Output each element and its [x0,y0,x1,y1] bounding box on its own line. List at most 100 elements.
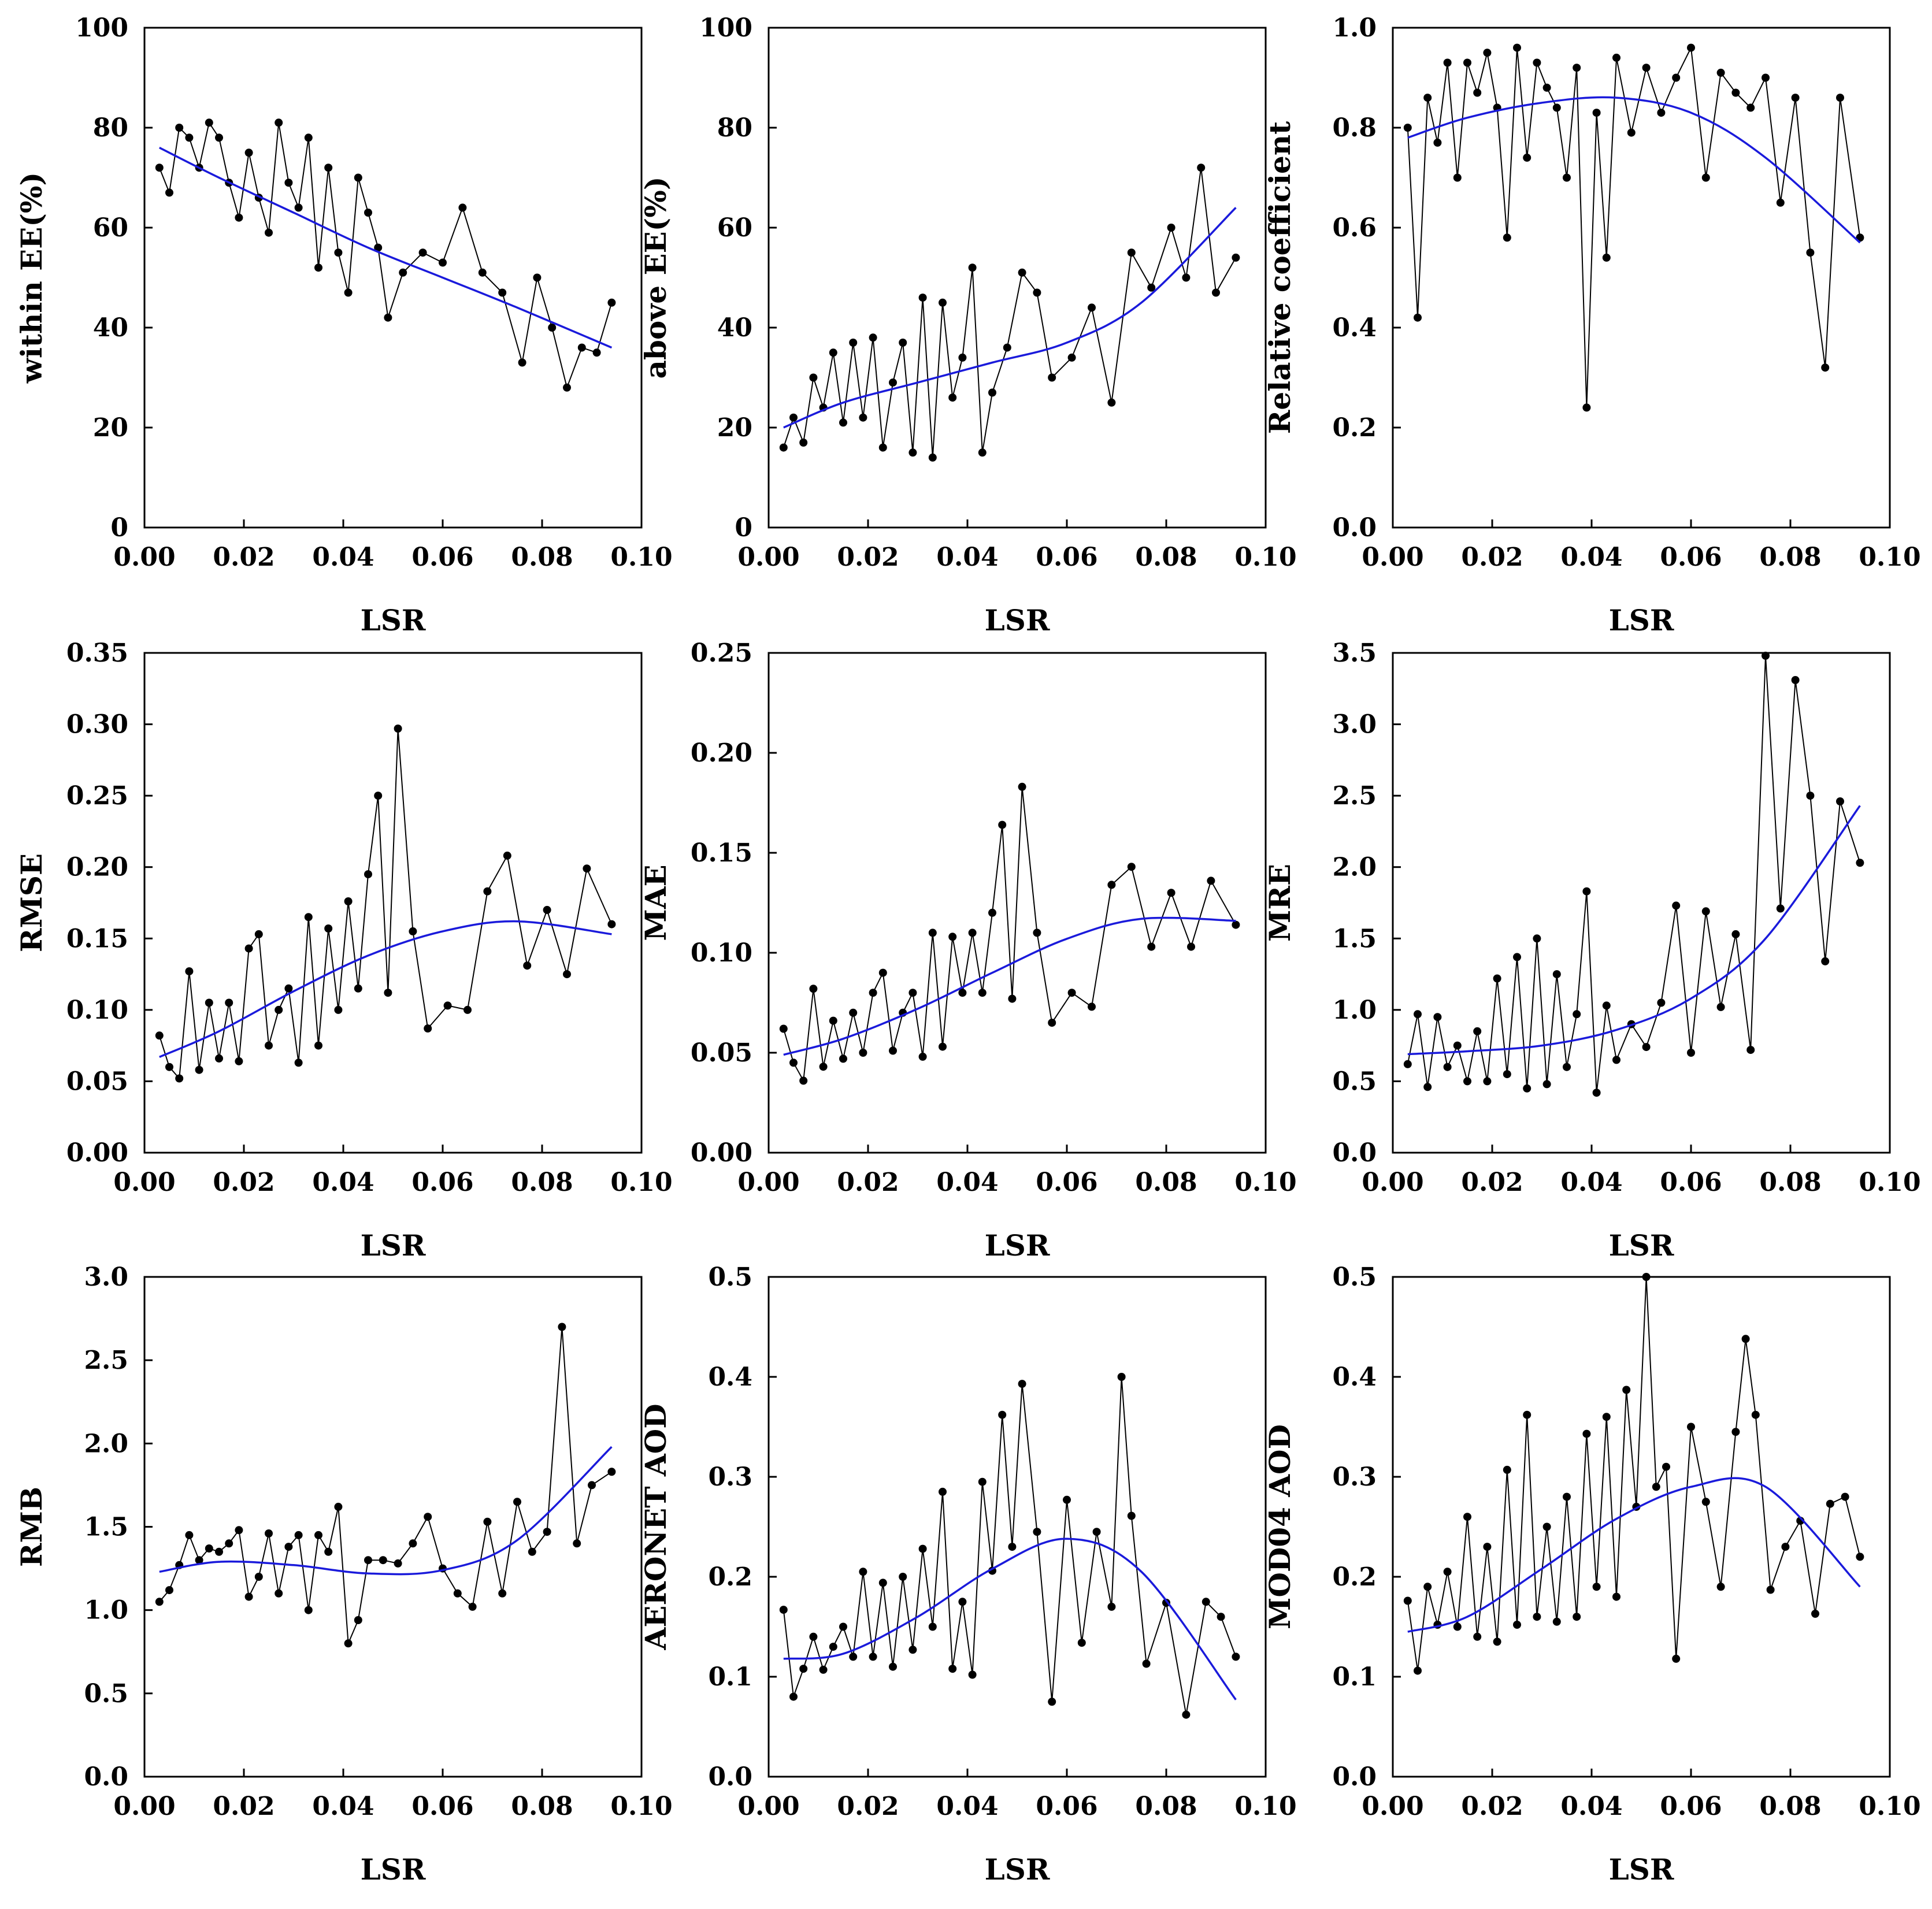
data-point [225,998,233,1007]
data-point [244,148,253,157]
data-point [1147,942,1156,951]
x-tick-label: 0.08 [1759,543,1821,572]
data-point [577,343,586,352]
data-point [379,1556,387,1565]
data-point [1582,887,1591,896]
data-point [533,273,542,282]
data-point [1662,1462,1670,1471]
x-tick-label: 0.08 [1759,1168,1821,1197]
data-point [1642,1273,1651,1281]
data-point [939,1042,947,1051]
plot-frame [143,27,643,529]
chart-panel-2: 0.00 0.02 0.04 0.06 0.08 0.10 0 20 40 60 80 100 LSR a… [639,13,1297,637]
data-point [324,924,333,933]
x-tick-label: 0.10 [1859,1792,1920,1821]
y-tick-label: 60 [93,213,128,243]
data-point [1563,173,1571,182]
x-tick-label: 0.08 [1135,1168,1197,1197]
data-point [1826,1499,1834,1508]
data-point [284,984,293,993]
data-point [1414,313,1422,322]
fit-curve [1407,1477,1861,1633]
data-point [1657,998,1666,1007]
x-axis-label: LSR [361,603,426,637]
data-point [1092,1528,1101,1536]
data-point [165,188,173,197]
data-point [1523,153,1531,162]
data-point [1403,1596,1412,1605]
data-point [1856,1553,1864,1561]
data-point [1088,1002,1096,1011]
data-point [1033,1528,1041,1536]
data-point [968,928,977,937]
data-point [235,1526,243,1535]
data-point [869,1652,877,1661]
data-point [244,1592,253,1601]
data-point [1751,1410,1760,1419]
data-point [978,448,987,457]
x-axis-label: LSR [985,1228,1050,1262]
y-tick-label: 0 [110,513,128,543]
x-tick-label: 0.10 [610,1792,672,1821]
data-point [195,1065,203,1074]
y-tick-label: 1.0 [1332,13,1377,43]
x-tick-label: 0.08 [1135,1792,1197,1821]
data-point [1423,1083,1432,1091]
data-point [607,920,616,928]
data-point [1563,1063,1571,1071]
y-tick-label: 0.4 [1332,313,1377,343]
data-point [849,339,858,347]
y-tick-label: 1.0 [84,1596,128,1625]
data-point [799,1665,808,1673]
data-point [304,133,313,142]
data-point [1048,373,1056,382]
data-point [225,1539,233,1548]
data-point [1107,1602,1116,1611]
data-point [918,1544,927,1553]
y-tick-label: 0.8 [1332,113,1377,143]
data-point [988,908,996,917]
y-tick-label: 0.3 [1332,1462,1377,1492]
data-point [1533,934,1541,943]
fit-curve [1407,96,1861,244]
data-point [1473,1027,1482,1035]
x-tick-label: 0.00 [737,1792,799,1821]
data-point [1067,989,1076,997]
y-tick-label: 0.35 [66,638,128,668]
data-point [1048,1698,1056,1706]
data-point [1232,1652,1240,1661]
data-point [607,1468,616,1476]
x-tick-label: 0.04 [312,543,374,572]
data-point [294,203,303,212]
data-point [1836,797,1844,805]
data-point [1766,1585,1775,1594]
fit-curve [783,916,1236,1056]
data-point [878,443,887,452]
x-tick-label: 0.02 [213,543,275,572]
x-tick-label: 0.02 [1461,1792,1523,1821]
data-point [928,928,937,937]
data-point [607,298,616,307]
data-point [1018,268,1026,277]
x-tick-label: 0.06 [411,1792,473,1821]
x-tick-label: 0.06 [411,1168,473,1197]
data-point [1687,1049,1695,1057]
x-tick-label: 0.02 [837,1792,899,1821]
data-point [998,1410,1007,1419]
data-point [809,373,818,382]
y-tick-label: 1.0 [1332,996,1377,1025]
data-point [1443,1568,1452,1576]
data-point [1232,920,1240,929]
data-point [1746,1046,1755,1054]
data-point [254,1573,263,1581]
data-point [819,1665,828,1674]
data-point [235,1057,243,1065]
data-point [284,179,293,187]
y-tick-label: 0.0 [1332,1138,1377,1168]
data-point [443,1001,452,1010]
x-tick-label: 0.06 [1036,1792,1097,1821]
y-tick-label: 0.6 [1332,213,1377,243]
data-point [1731,930,1740,938]
data-point [275,1589,283,1598]
data-point [1592,109,1601,117]
